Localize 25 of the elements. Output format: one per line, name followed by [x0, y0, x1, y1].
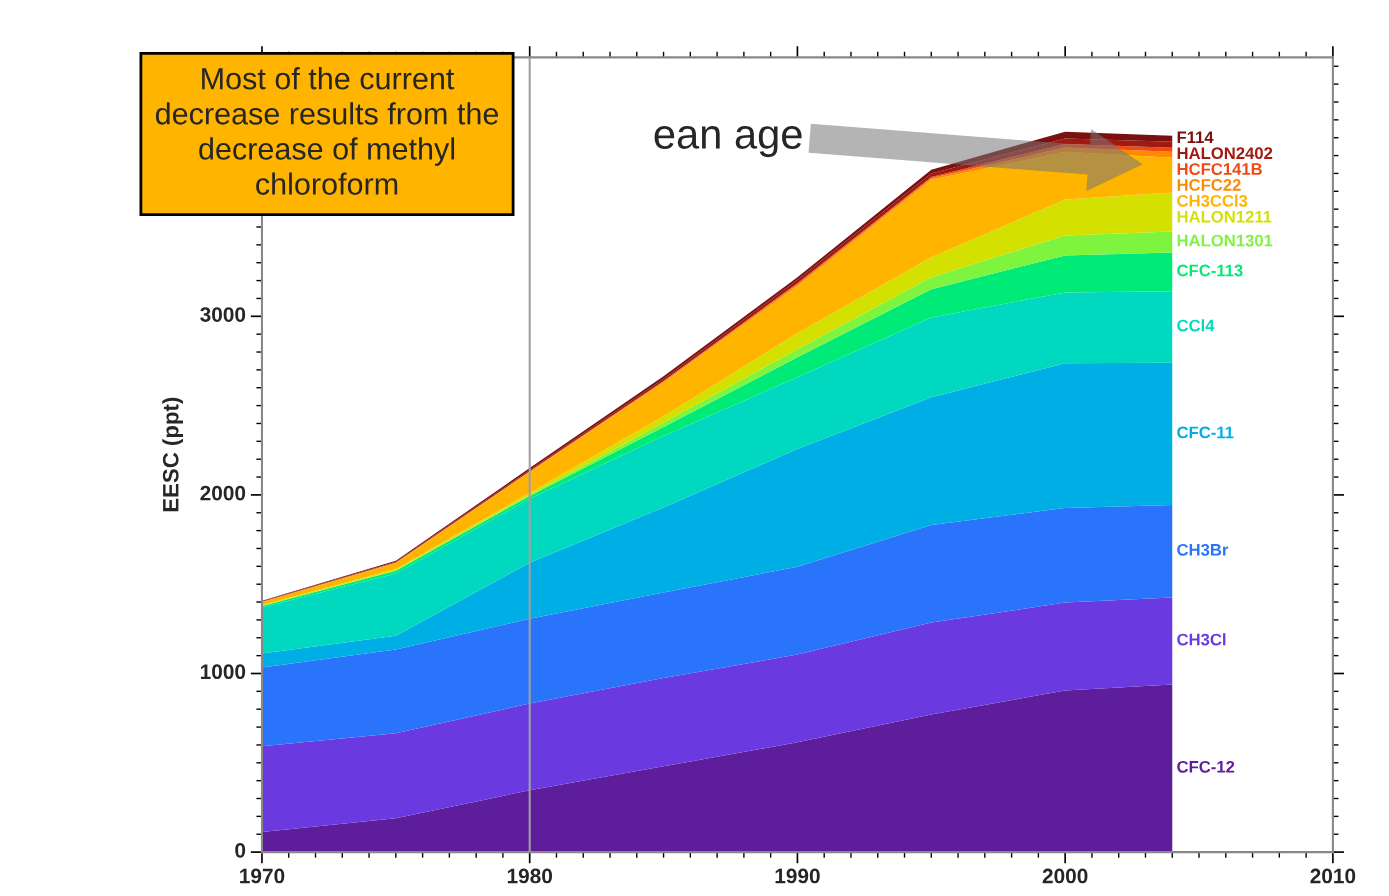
series-label: HALON2402 [1177, 147, 1273, 160]
x-tick-label: 1990 [775, 868, 820, 884]
series-label: CFC-12 [1177, 760, 1235, 773]
y-axis-title: EESC (ppt) [162, 397, 183, 512]
annotation: Most of the current decrease results from the decrease of methyl chloroform [155, 67, 499, 195]
series-label: CFC-11 [1177, 426, 1234, 439]
x-tick-label: 1980 [507, 868, 553, 884]
series-label: CFC-113 [1177, 264, 1243, 277]
series-label: HALON1211 [1177, 210, 1272, 223]
x-tick-label: 2010 [1310, 868, 1356, 884]
series-label: CH3CCl3 [1177, 194, 1248, 207]
x-tick-label: 2000 [1042, 868, 1088, 884]
series-label: HCFC22 [1177, 179, 1241, 191]
series-label: HALON1301 [1177, 234, 1273, 247]
y-tick-label: 2000 [200, 485, 246, 501]
annotation: ean age [654, 126, 802, 158]
series-label: CH3Cl [1177, 633, 1226, 646]
series-label: F114 [1177, 131, 1214, 143]
y-tick-label: 1000 [200, 664, 246, 680]
y-tick-label: 3000 [200, 307, 246, 322]
x-tick-label: 1970 [240, 868, 285, 884]
series-label: CCl4 [1177, 319, 1215, 332]
series-label: HCFC141B [1177, 163, 1262, 175]
series-label: CH3Br [1177, 543, 1229, 556]
y-tick-label: 0 [235, 842, 246, 858]
